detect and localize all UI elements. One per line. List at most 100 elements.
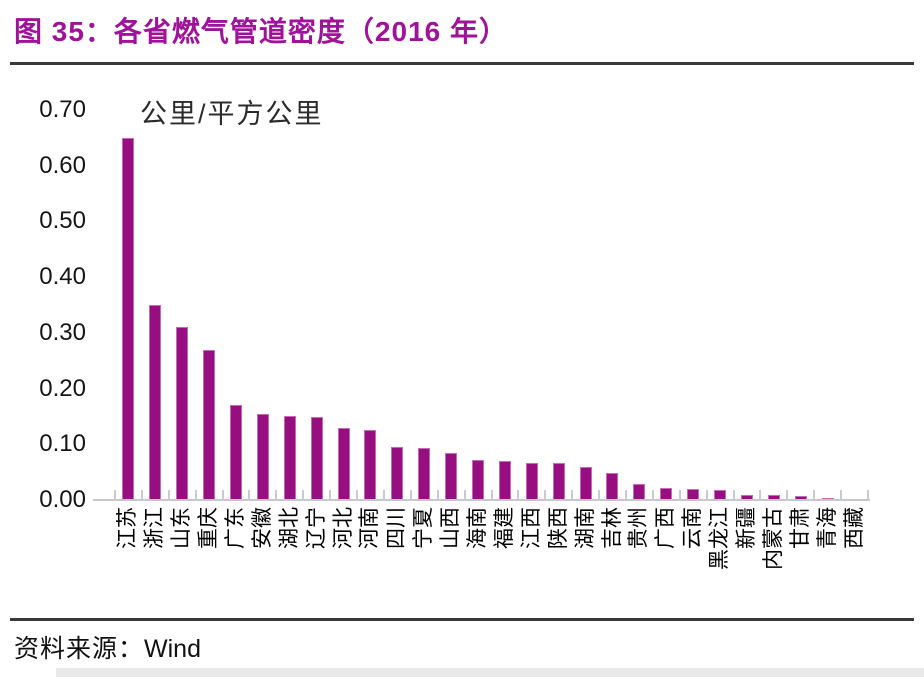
bar-河北 [337,427,350,500]
x-label-青海: 青海 [815,507,839,549]
bar-福建 [498,461,511,500]
x-label-湖南: 湖南 [573,507,597,549]
bar-黑龙江 [714,489,727,500]
bar-江苏 [122,137,135,500]
bar-slot [249,110,276,500]
page-bottom-strip [56,668,924,677]
x-label-云南: 云南 [681,507,705,549]
x-label-四川: 四川 [385,507,409,549]
y-tick-label: 0.60 [39,151,86,179]
y-tick-label: 0.10 [39,430,86,458]
bar-slot [626,110,653,500]
bar-slot [411,110,438,500]
x-axis-tick [356,490,359,501]
x-axis-tick [517,490,520,501]
bar-slot [599,110,626,500]
y-tick-label: 0.40 [39,263,86,291]
bar-slot [465,110,492,500]
bar-浙江 [149,305,162,500]
x-label-贵州: 贵州 [627,507,651,549]
bar-山西 [445,452,458,500]
bar-重庆 [203,349,216,500]
bar-slot [196,110,223,500]
x-axis-tick [114,490,116,501]
x-axis-tick [813,490,816,501]
bar-陕西 [552,463,565,500]
bar-甘肃 [794,495,807,500]
x-axis-tick [651,490,654,501]
bar-slot [330,110,357,500]
bar-新疆 [740,495,753,500]
bar-slot [115,110,142,500]
x-axis-tick [490,490,493,501]
x-axis-tick [759,490,762,501]
title-divider-line [10,62,914,65]
bar-贵州 [633,484,646,500]
x-axis-tick [248,490,251,501]
bar-湖北 [283,415,296,500]
bar-slot [142,110,169,500]
bar-云南 [687,488,700,500]
bar-河南 [364,430,377,500]
x-label-海南: 海南 [466,507,490,549]
x-axis-tick [571,490,574,501]
data-source-label: 资料来源： [14,636,145,663]
bar-内蒙古 [767,495,780,500]
x-label-安徽: 安徽 [250,507,274,549]
x-label-黑龙江: 黑龙江 [708,507,732,570]
bar-江西 [525,462,538,500]
y-tick-label: 0.70 [39,96,86,123]
x-label-陕西: 陕西 [546,507,570,549]
bar-广东 [230,405,242,500]
bar-slot [276,110,303,500]
x-axis-tick [275,490,278,501]
x-label-甘肃: 甘肃 [788,507,812,549]
bar-宁夏 [418,447,431,500]
x-axis-tick [705,490,708,501]
bar-slot [760,110,787,500]
x-axis-tick [140,490,143,501]
x-label-广东: 广东 [224,507,248,549]
bar-slot [814,110,841,500]
bar-slot [545,110,572,500]
data-source-value: Wind [144,635,201,663]
x-label-西藏: 西藏 [842,507,866,549]
y-tick-label: 0.00 [39,486,86,513]
bar-广西 [660,488,673,500]
x-label-广西: 广西 [654,507,678,549]
bar-slot [518,110,545,500]
x-axis-tick [221,490,224,501]
y-axis-tick-labels: 0.70 0.60 0.50 0.40 0.30 0.20 0.10 0.00 [18,0,86,560]
bar-chart-plot-area [115,110,868,500]
x-axis-tick [840,490,843,501]
x-label-河南: 河南 [358,507,382,549]
bar-slot [169,110,196,500]
x-axis-tick [329,490,332,501]
bar-slot [787,110,814,500]
x-axis-tick [382,490,385,501]
bar-slot [303,110,330,500]
x-axis-tick [463,490,466,501]
x-label-湖北: 湖北 [277,507,301,549]
footer-divider-line [10,618,914,621]
bar-海南 [472,459,485,500]
bar-辽宁 [310,417,323,500]
bar-slot [733,110,760,500]
x-axis-tick [409,490,412,501]
x-axis-tick [194,490,197,501]
x-axis-tick [678,490,681,501]
bar-slot [680,110,707,500]
y-tick-label: 0.30 [39,318,86,346]
figure-title: 图 35：各省燃气管道密度（2016 年） [14,16,508,47]
bar-山东 [176,327,189,500]
bar-slot [384,110,411,500]
x-label-辽宁: 辽宁 [304,507,328,549]
x-label-江西: 江西 [519,507,543,549]
y-axis-unit-label: 公里/平方公里 [140,99,324,129]
bar-slot [707,110,734,500]
bar-slot [357,110,384,500]
x-axis-tick [732,490,735,501]
bar-slot [223,110,250,500]
bar-slot [572,110,599,500]
x-axis-line [93,499,870,501]
